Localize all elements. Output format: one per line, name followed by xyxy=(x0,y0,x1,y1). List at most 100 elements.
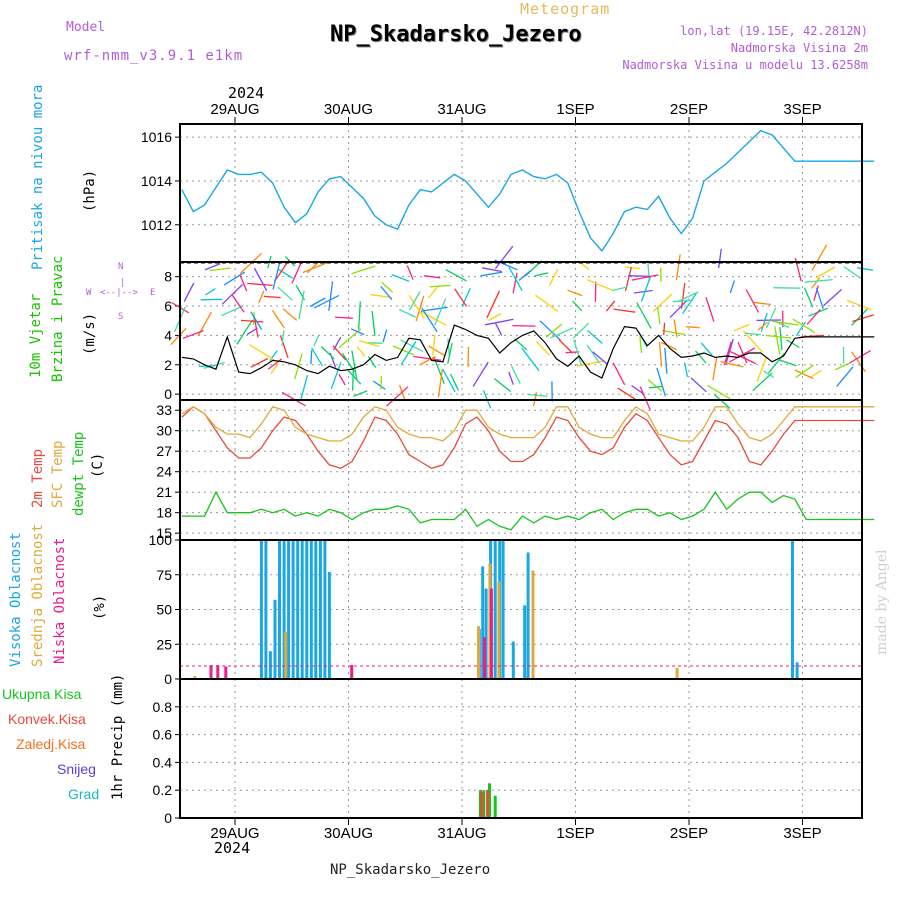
visoka-oblacnost-bar xyxy=(318,540,322,679)
wind-barb xyxy=(400,339,424,353)
wind-barb xyxy=(612,362,626,386)
2m-temp-line xyxy=(181,405,875,470)
visoka-oblacnost-bar xyxy=(791,540,794,679)
wind-barb xyxy=(221,283,244,305)
wind-barb xyxy=(752,301,771,306)
ukupna-kisa-bar xyxy=(482,790,486,818)
ytick-label: 6 xyxy=(164,298,172,314)
panel-frame xyxy=(179,261,863,401)
station-title: NP_Skadarsko_Jezero xyxy=(330,22,582,47)
wind-barb xyxy=(493,377,512,393)
compass-s: S xyxy=(118,312,124,322)
wind-barb xyxy=(486,290,501,319)
sfc-temp-line xyxy=(181,405,875,442)
visoka-oblacnost-bar xyxy=(493,540,497,679)
wind-barb xyxy=(269,350,278,362)
visoka-oblacnost-bar xyxy=(484,588,488,679)
wind-barb xyxy=(221,305,244,317)
konvek-kisa-bar xyxy=(480,791,484,818)
wind-barb xyxy=(673,319,678,338)
wind-barb xyxy=(815,287,824,309)
wind-barb xyxy=(636,302,652,329)
wind-barb xyxy=(813,285,819,301)
visoka-oblacnost-bar xyxy=(259,540,263,679)
xtick-label-bottom: 29AUG xyxy=(210,825,259,842)
dewpt-temp-line xyxy=(181,490,875,531)
wind-barb xyxy=(282,308,298,321)
wind-barb xyxy=(352,390,368,397)
wind-barb xyxy=(633,289,653,294)
lonlat-label: lon,lat (19.15E, 42.2812N) xyxy=(680,24,868,38)
wind-barb xyxy=(400,341,417,365)
niska-oblacnost-bar xyxy=(350,665,354,679)
wind-barb xyxy=(640,276,652,302)
wind-barb xyxy=(350,328,365,336)
wind-barb xyxy=(690,377,707,393)
ytick-label: 30 xyxy=(156,423,172,439)
wind-barb xyxy=(658,341,663,367)
wind-barb xyxy=(281,330,285,346)
wind-barb xyxy=(663,322,666,336)
wind-barb xyxy=(399,308,416,318)
wind-barb xyxy=(182,329,204,339)
srednja-oblacnost-bar xyxy=(193,676,197,679)
wind-barb xyxy=(662,329,686,336)
wind-barb xyxy=(664,347,668,374)
ytick-label: 1012 xyxy=(141,217,172,233)
wind-barb xyxy=(786,339,800,349)
wind-barb xyxy=(763,370,775,379)
panel-frame xyxy=(179,678,863,819)
wind-barb xyxy=(421,306,448,312)
wind-barb xyxy=(682,292,698,314)
wind-barb xyxy=(613,308,636,313)
wind-barb xyxy=(204,288,216,296)
wind-barb xyxy=(409,291,421,311)
chart-kind-label: Meteogram xyxy=(520,0,611,18)
wind-barb xyxy=(250,357,269,368)
wind-barb xyxy=(204,262,221,271)
wind-barb xyxy=(510,365,521,385)
xtick-label-bottom: 31AUG xyxy=(437,825,486,842)
wind-barb xyxy=(714,394,731,409)
wind-barb xyxy=(774,326,781,355)
wind-barb xyxy=(302,260,331,274)
wind-barb xyxy=(527,393,548,398)
pritisak-na-nivou-mora-line xyxy=(181,129,875,253)
wind-barb xyxy=(480,271,503,277)
model-altitude-label: Nadmorska Visina u modelu 13.6258m xyxy=(622,58,868,72)
visoka-oblacnost-bar xyxy=(278,540,281,679)
wind-barb xyxy=(291,261,303,284)
wind-barb xyxy=(811,277,821,289)
ytick-label: 24 xyxy=(156,464,172,480)
srednja-oblacnost-bar xyxy=(284,631,288,679)
10m-vjetar-brzina-line xyxy=(181,324,875,379)
wind-barb xyxy=(669,299,689,319)
wind-barb xyxy=(429,284,451,288)
ytick-label: 27 xyxy=(156,443,172,459)
wind-barb xyxy=(795,364,814,379)
wind-barb xyxy=(512,272,518,294)
wind-barb xyxy=(449,373,459,391)
wind-barb xyxy=(320,346,335,360)
wind-barb xyxy=(413,355,442,361)
wind-barb xyxy=(437,369,444,398)
xtick-label-bottom: 3SEP xyxy=(783,825,821,842)
wind-barb xyxy=(804,278,833,283)
wind-barb xyxy=(729,350,757,365)
wind-barb xyxy=(391,273,410,282)
wind-barb xyxy=(313,294,340,309)
wind-barb xyxy=(263,295,281,299)
wind-barb xyxy=(680,283,686,309)
wind-barb xyxy=(472,361,489,387)
wind-barb xyxy=(723,341,732,366)
wind-barb xyxy=(347,370,362,385)
year-label-top: 2024 xyxy=(228,84,265,102)
visoka-oblacnost-bar xyxy=(314,540,318,679)
wind-barb xyxy=(550,327,574,339)
wind-barb xyxy=(367,356,377,368)
niska-oblacnost-bar xyxy=(209,665,213,679)
wind-barb xyxy=(743,330,763,353)
compass-e: E xyxy=(150,288,156,298)
wind-barb xyxy=(776,321,790,329)
